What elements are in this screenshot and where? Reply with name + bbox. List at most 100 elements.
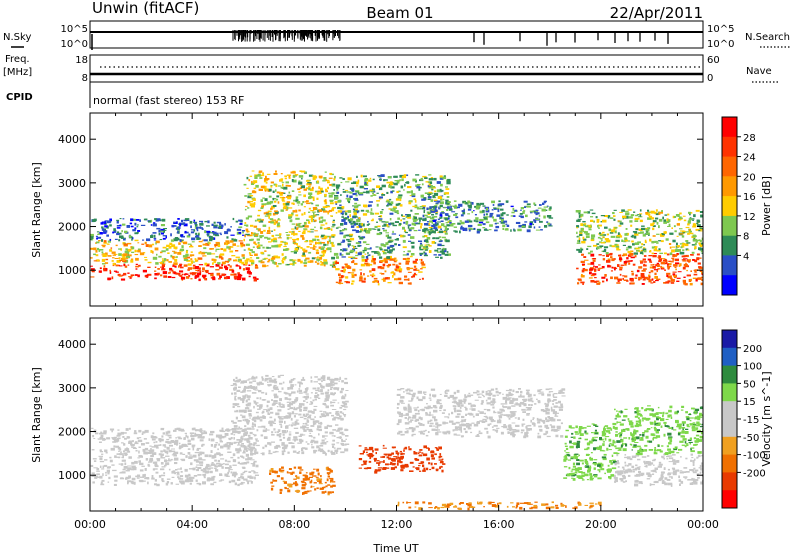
power-echo-cell bbox=[111, 260, 114, 262]
velocity-echo-cell bbox=[217, 448, 219, 451]
power-echo-cell bbox=[605, 239, 611, 243]
velocity-echo-cell bbox=[324, 435, 328, 437]
power-echo-cell bbox=[429, 217, 435, 220]
velocity-echo-cell bbox=[237, 449, 242, 452]
power-echo-cell bbox=[268, 241, 272, 243]
power-echo-cell bbox=[237, 273, 242, 277]
power-echo-cell bbox=[345, 210, 349, 212]
power-echo-cell bbox=[672, 215, 675, 219]
power-echo-cell bbox=[601, 276, 606, 279]
velocity-echo-cell bbox=[265, 429, 270, 431]
power-echo-cell bbox=[651, 240, 655, 244]
power-echo-cell bbox=[403, 231, 407, 233]
power-echo-cell bbox=[628, 262, 631, 265]
power-echo-cell bbox=[418, 188, 421, 191]
velocity-echo-cell bbox=[104, 449, 108, 453]
velocity-echo-cell bbox=[274, 470, 278, 474]
power-echo-cell bbox=[447, 206, 450, 210]
velocity-echo-cell bbox=[293, 478, 297, 480]
power-echo-cell bbox=[476, 230, 480, 234]
power-echo-cell bbox=[588, 277, 593, 279]
velocity-echo-cell bbox=[293, 436, 298, 439]
nave-label: Nave bbox=[746, 66, 772, 77]
power-echo-cell bbox=[502, 227, 505, 230]
power-echo-cell bbox=[168, 272, 170, 274]
power-echo-cell bbox=[123, 272, 127, 276]
power-echo-cell bbox=[252, 246, 255, 248]
velocity-echo-cell bbox=[256, 404, 259, 407]
velocity-echo-cell bbox=[409, 470, 414, 472]
power-echo-cell bbox=[392, 275, 394, 278]
velocity-echo-cell bbox=[163, 472, 166, 474]
power-echo-cell bbox=[339, 204, 342, 206]
power-echo-cell bbox=[422, 218, 427, 222]
power-echo-cell bbox=[244, 262, 248, 265]
velocity-echo-cell bbox=[178, 428, 182, 432]
velocity-echo-cell bbox=[439, 447, 442, 450]
velocity-echo-cell bbox=[268, 452, 273, 455]
velocity-echo-cell bbox=[299, 382, 303, 385]
power-echo-cell bbox=[312, 247, 316, 250]
power-echo-cell bbox=[618, 254, 621, 257]
power-echo-cell bbox=[665, 238, 669, 241]
power-echo-cell bbox=[169, 267, 173, 271]
power-echo-cell bbox=[673, 276, 677, 279]
power-echo-cell bbox=[292, 171, 296, 174]
power-echo-cell bbox=[418, 229, 421, 231]
power-echo-cell bbox=[282, 257, 286, 259]
power-echo-cell bbox=[327, 247, 332, 251]
velocity-echo-cell bbox=[304, 490, 309, 493]
velocity-echo-cell bbox=[289, 381, 292, 384]
power-echo-cell bbox=[611, 266, 614, 269]
power-echo-cell bbox=[639, 219, 643, 223]
velocity-echo-cell bbox=[339, 431, 344, 434]
power-echo-cell bbox=[629, 252, 634, 256]
power-echo-cell bbox=[316, 192, 320, 195]
power-echo-cell bbox=[109, 238, 112, 241]
power-echo-cell bbox=[453, 226, 457, 228]
velocity-echo-cell bbox=[412, 466, 415, 468]
power-echo-cell bbox=[454, 204, 457, 207]
power-echo-cell bbox=[602, 280, 605, 283]
power-echo-cell bbox=[609, 232, 614, 234]
power-echo-cell bbox=[433, 197, 437, 199]
power-echo-cell bbox=[326, 244, 329, 246]
velocity-echo-cell bbox=[365, 467, 368, 470]
power-echo-cell bbox=[607, 258, 611, 261]
velocity-echo-cell bbox=[154, 483, 157, 486]
power-echo-cell bbox=[191, 237, 196, 241]
velocity-echo-cell bbox=[288, 424, 291, 426]
power-echo-cell bbox=[661, 210, 663, 213]
velocity-echo-cell bbox=[224, 433, 229, 436]
power-echo-cell bbox=[347, 244, 350, 248]
velocity-echo-cell bbox=[343, 403, 348, 406]
power-echo-cell bbox=[369, 211, 373, 213]
power-echo-cell bbox=[255, 175, 259, 177]
power-echo-cell bbox=[597, 224, 602, 227]
velocity-echo-cell bbox=[312, 399, 315, 402]
power-echo-cell bbox=[313, 244, 316, 248]
power-echo-cell bbox=[479, 218, 484, 222]
power-echo-cell bbox=[378, 246, 382, 250]
power-echo-cell bbox=[658, 225, 660, 229]
velocity-echo-cell bbox=[303, 492, 307, 494]
power-echo-cell bbox=[308, 185, 311, 187]
power-echo-cell bbox=[301, 213, 304, 216]
velocity-echo-cell bbox=[165, 440, 169, 444]
power-echo-cell bbox=[360, 229, 363, 233]
velocity-echo-cell bbox=[178, 442, 181, 445]
velocity-echo-cell bbox=[170, 450, 176, 452]
power-echo-cell bbox=[346, 194, 349, 198]
power-echo-cell bbox=[407, 278, 410, 281]
velocity-echo-cell bbox=[244, 470, 248, 473]
velocity-echo-cell bbox=[248, 413, 252, 416]
velocity-echo-cell bbox=[279, 491, 282, 494]
velocity-echo-cell bbox=[327, 468, 331, 471]
power-echo-cell bbox=[261, 205, 264, 208]
power-echo-cell bbox=[350, 249, 355, 253]
power-echo-cell bbox=[346, 238, 350, 241]
velocity-echo-cell bbox=[236, 451, 240, 454]
power-echo-cell bbox=[199, 251, 202, 253]
power-echo-cell bbox=[446, 204, 452, 206]
power-echo-cell bbox=[419, 219, 421, 222]
